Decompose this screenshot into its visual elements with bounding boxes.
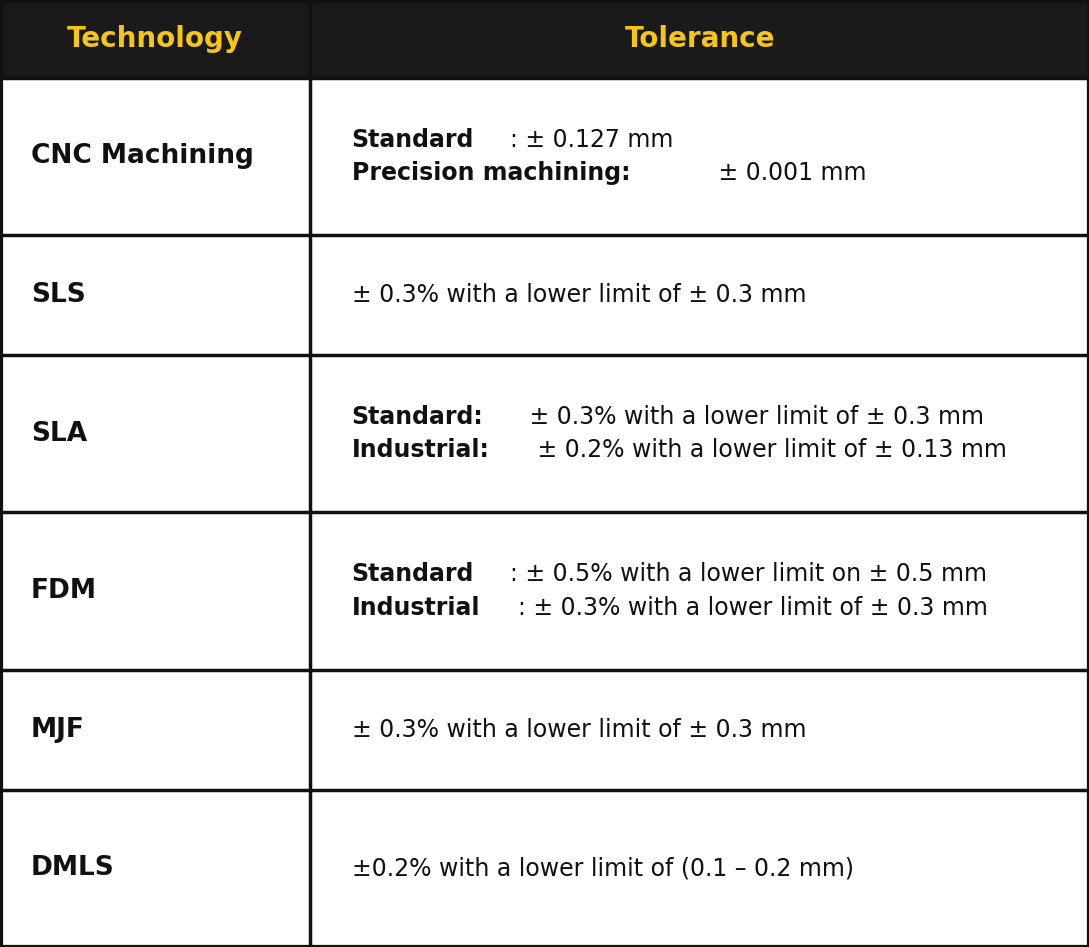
Text: Tolerance: Tolerance — [624, 25, 775, 53]
Text: : ± 0.5% with a lower limit on ± 0.5 mm: : ± 0.5% with a lower limit on ± 0.5 mm — [510, 563, 987, 586]
Text: : ± 0.127 mm: : ± 0.127 mm — [510, 128, 673, 152]
Bar — [0, 0, 1089, 78]
Text: Technology: Technology — [68, 25, 243, 53]
Text: Industrial:: Industrial: — [352, 438, 490, 462]
Text: : ± 0.3% with a lower limit of ± 0.3 mm: : ± 0.3% with a lower limit of ± 0.3 mm — [517, 596, 988, 620]
Text: Standard: Standard — [352, 128, 474, 152]
Text: ± 0.2% with a lower limit of ± 0.13 mm: ± 0.2% with a lower limit of ± 0.13 mm — [529, 438, 1006, 462]
Text: DMLS: DMLS — [30, 855, 114, 882]
Text: SLA: SLA — [30, 420, 87, 447]
Text: Standard:: Standard: — [352, 404, 484, 429]
Text: Industrial: Industrial — [352, 596, 480, 620]
Text: Standard: Standard — [352, 563, 474, 586]
Text: ± 0.3% with a lower limit of ± 0.3 mm: ± 0.3% with a lower limit of ± 0.3 mm — [522, 404, 983, 429]
Text: ± 0.3% with a lower limit of ± 0.3 mm: ± 0.3% with a lower limit of ± 0.3 mm — [352, 718, 806, 742]
Text: SLS: SLS — [30, 282, 86, 308]
Text: FDM: FDM — [30, 578, 97, 604]
Text: ±0.2% with a lower limit of (0.1 – 0.2 mm): ±0.2% with a lower limit of (0.1 – 0.2 m… — [352, 856, 854, 881]
Text: Precision machining:: Precision machining: — [352, 161, 631, 186]
Text: ± 0.001 mm: ± 0.001 mm — [711, 161, 867, 186]
Text: CNC Machining: CNC Machining — [30, 143, 254, 170]
Text: ± 0.3% with a lower limit of ± 0.3 mm: ± 0.3% with a lower limit of ± 0.3 mm — [352, 283, 806, 307]
Text: MJF: MJF — [30, 717, 85, 742]
